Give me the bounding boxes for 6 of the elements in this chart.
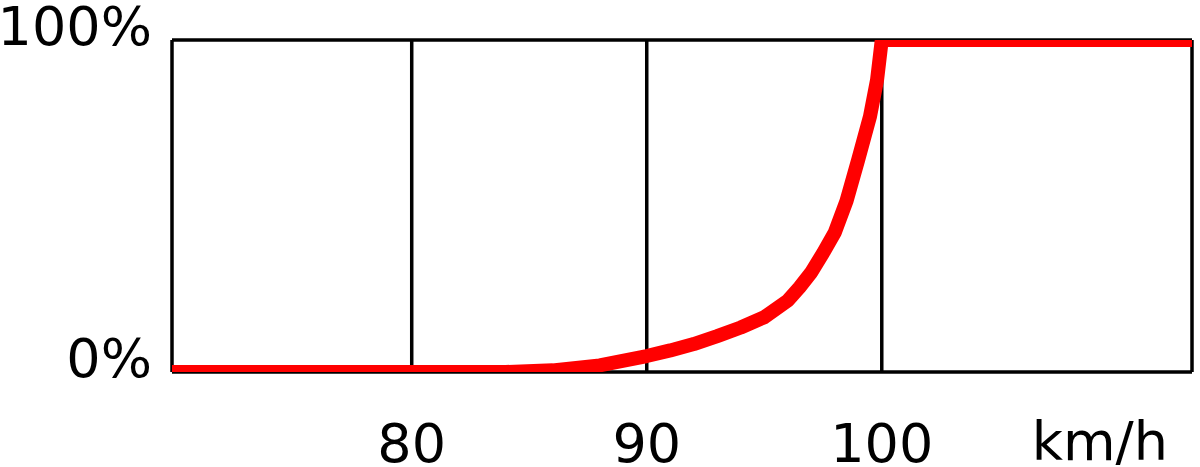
x-tick-label: 100 bbox=[830, 412, 934, 467]
x-tick-label: 80 bbox=[377, 412, 447, 467]
x-axis-title: km/h bbox=[1031, 410, 1168, 467]
x-tick-label: 90 bbox=[612, 412, 682, 467]
y-tick-label: 100% bbox=[0, 0, 152, 58]
y-tick-label: 0% bbox=[66, 327, 152, 390]
